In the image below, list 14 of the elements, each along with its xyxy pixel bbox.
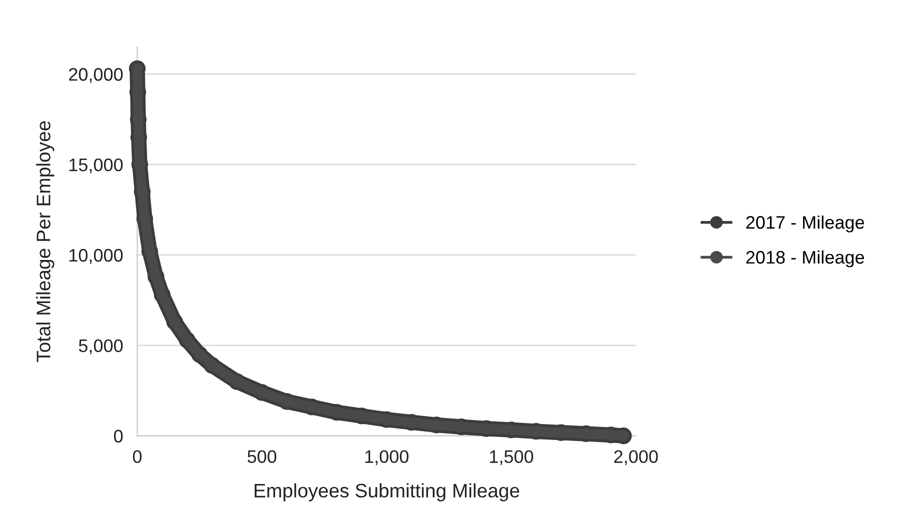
x-tick-label: 2,000: [614, 450, 658, 466]
y-tick-label: 5,000: [78, 339, 123, 354]
legend-label: 2018 - Mileage: [746, 250, 864, 268]
x-tick-label: 1,500: [490, 450, 534, 466]
y-tick-label: 0: [114, 430, 123, 443]
x-tick-label: 0: [132, 450, 142, 464]
x-tick-label: 1,000: [365, 450, 408, 466]
legend-label: 2017 - Mileage: [746, 216, 864, 232]
x-axis-title: Employees Submitting Mileage: [254, 483, 520, 502]
x-tick-label: 500: [248, 450, 276, 464]
y-axis-title: Total Mileage Per Employee: [36, 121, 54, 362]
y-tick-label: 15,000: [70, 158, 123, 174]
y-tick-label: 10,000: [70, 248, 123, 264]
y-tick-label: 20,000: [69, 68, 123, 83]
